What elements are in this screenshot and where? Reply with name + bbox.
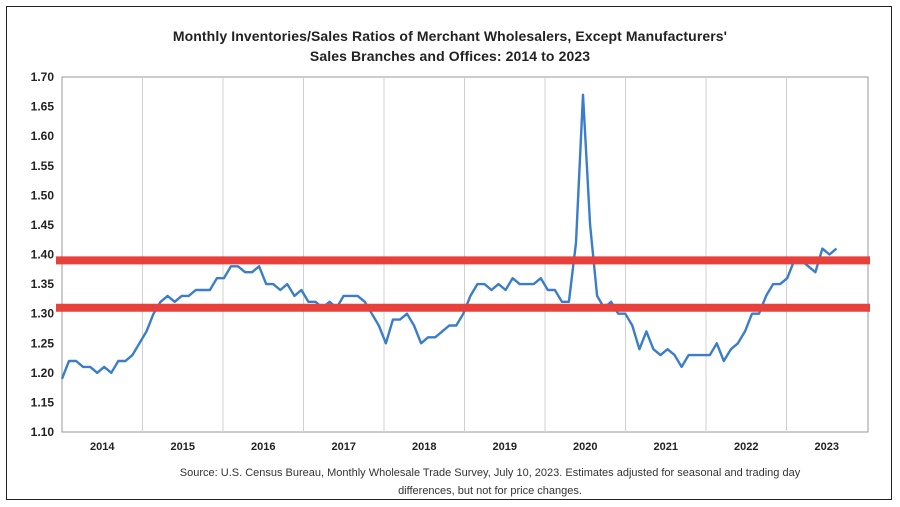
y-tick-label: 1.50 bbox=[31, 188, 55, 202]
x-tick-label: 2021 bbox=[654, 441, 678, 453]
y-tick-label: 1.30 bbox=[31, 307, 55, 321]
y-tick-label: 1.55 bbox=[31, 159, 55, 173]
series-line bbox=[60, 93, 838, 380]
x-tick-label: 2022 bbox=[734, 441, 758, 453]
chart-subtitle: Sales Branches and Offices: 2014 to 2023 bbox=[309, 48, 591, 64]
x-tick-label: 2014 bbox=[90, 441, 115, 453]
x-tick-label: 2017 bbox=[332, 441, 356, 453]
x-tick-label: 2015 bbox=[171, 441, 195, 453]
y-tick-label: 1.45 bbox=[31, 218, 55, 232]
y-tick-label: 1.70 bbox=[31, 70, 55, 84]
x-tick-label: 2019 bbox=[493, 441, 517, 453]
chart-source-note: Source: U.S. Census Bureau, Monthly Whol… bbox=[100, 464, 880, 500]
x-tick-label: 2023 bbox=[815, 441, 839, 453]
y-tick-label: 1.35 bbox=[31, 277, 55, 291]
y-tick-label: 1.25 bbox=[31, 336, 55, 350]
x-tick-label: 2016 bbox=[251, 441, 275, 453]
x-tick-label: 2018 bbox=[412, 441, 436, 453]
y-tick-label: 1.65 bbox=[31, 100, 55, 114]
chart-title: Monthly Inventories/Sales Ratios of Merc… bbox=[172, 28, 728, 44]
chart-frame bbox=[6, 6, 892, 500]
y-tick-label: 1.10 bbox=[31, 425, 55, 439]
y-tick-label: 1.40 bbox=[31, 248, 55, 262]
x-tick-label: 2020 bbox=[573, 441, 597, 453]
y-tick-label: 1.15 bbox=[31, 395, 55, 409]
y-tick-label: 1.20 bbox=[31, 366, 55, 380]
source-line-1: Source: U.S. Census Bureau, Monthly Whol… bbox=[179, 467, 801, 479]
source-line-2: differences, but not for price changes. bbox=[398, 485, 582, 497]
y-tick-label: 1.60 bbox=[31, 129, 55, 143]
